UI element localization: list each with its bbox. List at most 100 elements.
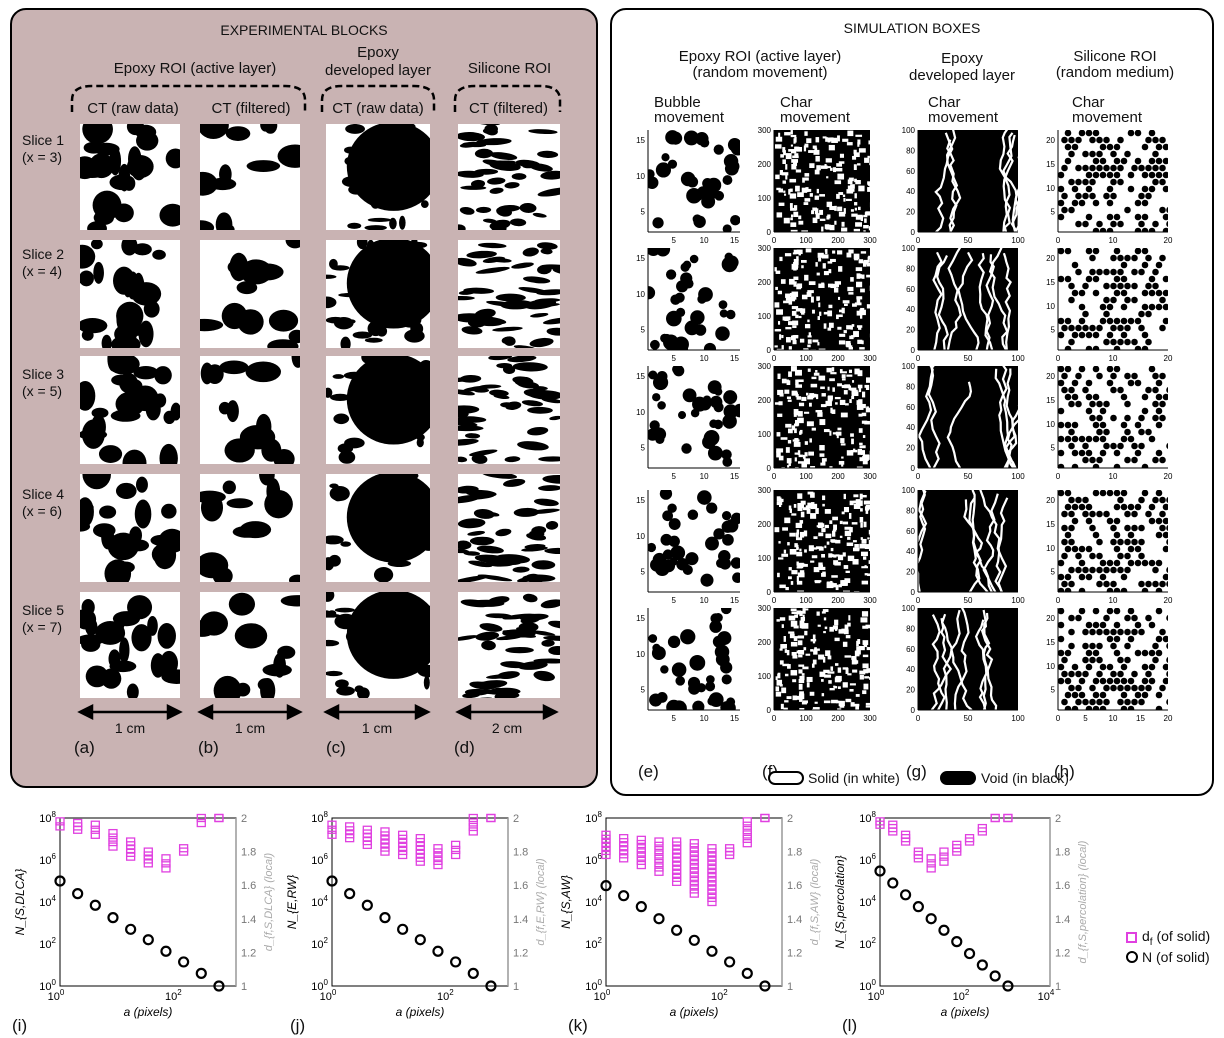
n-point: [600, 880, 612, 892]
df-point: [433, 844, 443, 853]
sim-x-tick: 100: [799, 714, 813, 723]
df-point: [926, 864, 936, 873]
panel-letter-h: (h): [1054, 762, 1075, 781]
n-legend-marker: [1126, 951, 1138, 963]
sim-y-tick: 200: [758, 396, 772, 405]
n-point: [724, 956, 736, 968]
col-ct-raw-c: CT (raw data): [332, 100, 424, 117]
sim-y-tick: 100: [758, 554, 772, 563]
sim-x-tick: 0: [916, 714, 921, 723]
df-point: [952, 840, 962, 850]
y2-tick-label: 2: [513, 813, 519, 825]
sim-x-tick: 0: [1056, 354, 1061, 363]
n-point: [759, 980, 771, 992]
sim-y-tick: 20: [906, 686, 915, 695]
df-point: [990, 813, 1000, 823]
solid-legend-swatch: [768, 771, 804, 785]
sim-y-tick: 20: [1046, 496, 1055, 505]
df-legend-tail: (of solid): [1152, 928, 1211, 944]
sim-y-tick: 5: [1051, 568, 1056, 577]
df-point: [654, 858, 664, 868]
y2-tick-label: 1.6: [1055, 880, 1070, 892]
sim-plot-h-4: 0 10 20 5 10 15 20: [1046, 490, 1173, 605]
sim-x-tick: 100: [799, 354, 813, 363]
df-point: [654, 837, 664, 846]
n-point: [326, 875, 338, 887]
sim-col-e-line1: Bubble: [654, 94, 701, 111]
ct-tile: [458, 240, 560, 348]
y-tick-label: 102: [311, 936, 328, 951]
df-point: [654, 854, 664, 863]
y2-tick-label: 2: [1055, 813, 1061, 825]
ct-tile: [326, 240, 430, 348]
slice-3-x: (x = 5): [22, 383, 63, 399]
n-point: [874, 865, 886, 877]
sim-epoxy-roi-label-1: Epoxy ROI (active layer): [678, 48, 842, 65]
df-point: [888, 820, 898, 829]
n-point: [688, 934, 700, 946]
df-point: [90, 830, 100, 839]
sim-y-tick: 15: [1046, 278, 1055, 287]
df-point: [90, 820, 100, 829]
sim-x-tick: 300: [863, 472, 877, 481]
df-point: [486, 813, 496, 823]
chart-frame: [331, 817, 509, 987]
y2-tick-label: 1: [1055, 981, 1061, 993]
df-point: [468, 827, 478, 836]
sim-y-tick: 0: [911, 706, 916, 715]
y2-tick-label: 1.8: [787, 847, 802, 859]
df-point: [108, 828, 118, 838]
ct-tile: [200, 592, 300, 698]
panel-letter-c: (c): [326, 738, 346, 757]
sim-y-tick: 15: [636, 614, 645, 623]
sim-x-tick: 5: [672, 596, 677, 605]
sim-y-tick: 10: [636, 532, 645, 541]
n-point: [213, 980, 225, 992]
sim-x-tick: 10: [1109, 236, 1118, 245]
sim-x-tick: 0: [772, 472, 777, 481]
df-point: [108, 842, 118, 851]
n-point: [485, 980, 497, 992]
df-point: [636, 860, 646, 870]
scale-arrow-c-right: [414, 703, 431, 721]
ct-tile: [458, 474, 560, 582]
sim-x-tick: 0: [772, 236, 777, 245]
sim-col-g-line2: movement: [928, 109, 999, 126]
slice-4-x: (x = 6): [22, 503, 63, 519]
sim-x-tick: 0: [772, 714, 777, 723]
sim-x-tick: 10: [1109, 714, 1118, 723]
sim-x-tick: 20: [1164, 472, 1173, 481]
slice-5-x: (x = 7): [22, 619, 63, 635]
sim-y-tick: 100: [902, 126, 916, 135]
df-point: [55, 822, 65, 831]
sim-plot-g-2: 0 50 100 0 20 40 60 80 100: [902, 244, 1026, 363]
epoxy-developed-group-label-1: Epoxy: [357, 44, 399, 61]
sim-x-tick: 100: [1011, 354, 1025, 363]
sim-y-tick: 10: [1046, 302, 1055, 311]
y2-tick-label: 2: [787, 813, 793, 825]
sim-x-tick: 300: [863, 714, 877, 723]
n-point: [671, 924, 683, 936]
sim-plot-f-3: 0 100 200 300 0 100 200 300: [758, 362, 878, 481]
sim-x-tick: 0: [916, 354, 921, 363]
sim-y-tick: 100: [758, 194, 772, 203]
panel-letter-d: (d): [454, 738, 475, 757]
sim-x-tick: 5: [1083, 714, 1088, 723]
sim-x-tick: 300: [863, 354, 877, 363]
sim-x-tick: 50: [964, 236, 973, 245]
sim-y-tick: 5: [641, 686, 646, 695]
sim-y-tick: 10: [1046, 662, 1055, 671]
df-point: [143, 847, 153, 856]
df-point: [689, 872, 699, 881]
sim-y-tick: 10: [636, 290, 645, 299]
n-point: [741, 967, 753, 979]
sim-y-tick: 300: [758, 362, 772, 371]
slice-3-label: Slice 3: [22, 366, 65, 382]
x-tick-label: 100: [48, 988, 65, 1003]
x-tick-label: 102: [437, 988, 454, 1003]
sim-x-tick: 5: [672, 236, 677, 245]
sim-epoxy-roi-label-2: (random movement): [692, 64, 828, 81]
df-legend-marker: [1126, 932, 1137, 943]
y2-tick-label: 1.8: [1055, 847, 1070, 859]
